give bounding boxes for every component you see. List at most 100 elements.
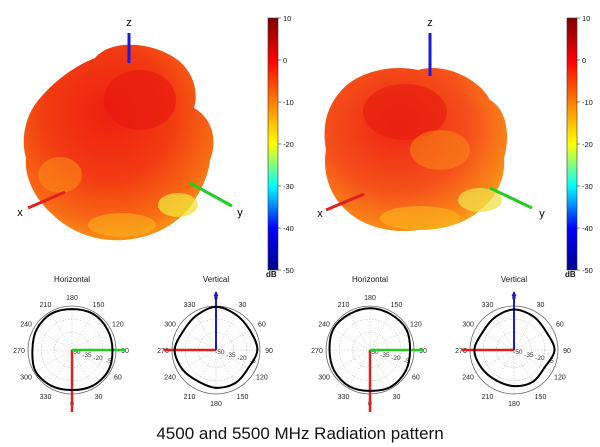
polar-radial-tick: -5 [548,358,554,365]
axis3d-4500-y [189,181,233,208]
colorbar-tick-label: 10 [582,14,590,23]
polar-data-point [235,314,238,316]
polar-data-point [332,328,335,330]
polar-z-axis-arrow [511,291,517,296]
polar-data-point [389,313,392,315]
colorbar-tick-label: 0 [582,56,586,65]
polar-data-point [405,328,408,330]
colorbar-tick-label: 10 [283,14,291,23]
polar-angle-label: 270 [311,348,323,355]
pattern3d-4500-cool-right [158,193,198,217]
polar-data-point [256,349,259,351]
polar-radial-tick: -50 [71,349,81,356]
polar-data-point [215,306,217,308]
colorbar-4500: 10 0 -10 -20 -30 -40 -50 dB [266,14,294,279]
polar-angle-label: 300 [164,322,176,329]
polar-angle-label: 270 [13,348,25,355]
polar-data-point [481,331,484,333]
polar-angle-label: 150 [237,394,249,401]
polar-data-point [481,367,483,370]
polar-spoke [491,311,515,351]
polar-data-point [173,349,176,351]
axis3d-5500-y [489,186,533,210]
polar-angle-label: 180 [364,295,376,302]
polar-angle-label: 180 [508,401,520,408]
polar-spoke [33,327,73,351]
polar-angle-label: 90 [419,348,427,355]
polar-spoke [177,349,217,373]
polar-spoke [49,349,73,389]
figure-caption: 4500 and 5500 MHz Radiation pattern [156,424,444,443]
colorbar-unit: dB [565,270,576,279]
polar-spoke [369,349,409,373]
polar-z-axis-arrow [213,291,219,296]
polar-spoke [331,349,371,373]
pattern3d-5500-hotspot [363,84,447,140]
polar-data-point [71,389,73,391]
polar-spoke [215,349,239,389]
polar-radial-tick: -20 [391,355,401,362]
axis3d-5500-z-label: z [427,17,433,29]
polar-angle-label: 120 [256,375,268,382]
polar-angle-label: 240 [462,375,474,382]
polar-data-point [495,379,498,382]
polar-data-point [543,366,546,369]
colorbar-5500: 10 0 -10 -20 -30 -40 -50 dB [565,14,593,279]
polar-angle-label: 150 [535,394,547,401]
colorbar-unit: dB [266,270,277,279]
polar-radial-tick: -50 [215,349,225,356]
colorbar-tick-label: 0 [283,56,287,65]
polar-data-point [50,313,52,315]
colorbar-tick-label: -20 [283,140,294,149]
axis3d-5500-x-label: x [317,208,323,220]
polar-angle-label: 270 [157,348,169,355]
polar-data-point [545,330,547,333]
polar-angle-label: 210 [338,302,350,309]
polar-spoke [513,349,553,373]
pattern3d-5500-cool-bottom [380,206,460,230]
polar-data-point [107,370,109,372]
polar-title: Horizontal [352,275,388,284]
polar-spoke [513,311,537,351]
polar-angle-label: 270 [455,348,467,355]
polar-data-point [531,381,534,383]
polar-angle-label: 90 [265,348,273,355]
pattern3d-4500: z x y [17,17,243,241]
polar-radial-tick: -20 [237,355,247,362]
colorbar-tick-label: -40 [582,224,593,233]
polar-angle-label: 30 [537,302,545,309]
polar-data-point [494,316,496,319]
polar-angle-label: 240 [20,322,32,329]
polar-data-point [409,349,411,351]
polar-angle-label: 60 [556,322,564,329]
polar-data-point [369,390,371,392]
colorbar-tick-label: -40 [283,224,294,233]
axis3d-4500-y-label: y [237,207,243,219]
polar-data-point [50,385,53,387]
polar-data-point [247,367,249,370]
polar-data-point [348,385,350,388]
polar-angle-label: 300 [462,322,474,329]
polar-data-point [532,315,535,318]
polar-angle-label: 120 [554,375,566,382]
polar-spoke [49,311,73,351]
polar-data-point [34,370,37,372]
polar-angle-label: 60 [258,322,266,329]
polar-data-point [333,369,335,372]
polar-angle-label: 180 [210,401,222,408]
polar-spoke [177,327,217,351]
polar-spoke [33,349,73,373]
polar-data-point [195,314,197,317]
pattern3d-5500-cool-right [458,188,502,212]
polar-spoke [71,349,95,389]
polar-spoke [215,327,255,351]
colorbar-tick-label: -10 [582,98,593,107]
polar-radial-tick: -20 [535,355,545,362]
polar-spoke [347,311,371,351]
polar-title: Vertical [501,275,527,284]
polar-radial-tick: -50 [369,349,379,356]
pattern3d-5500-cool-mid [410,130,470,170]
polar-data-point [513,385,515,387]
polar-data-point [553,349,556,351]
